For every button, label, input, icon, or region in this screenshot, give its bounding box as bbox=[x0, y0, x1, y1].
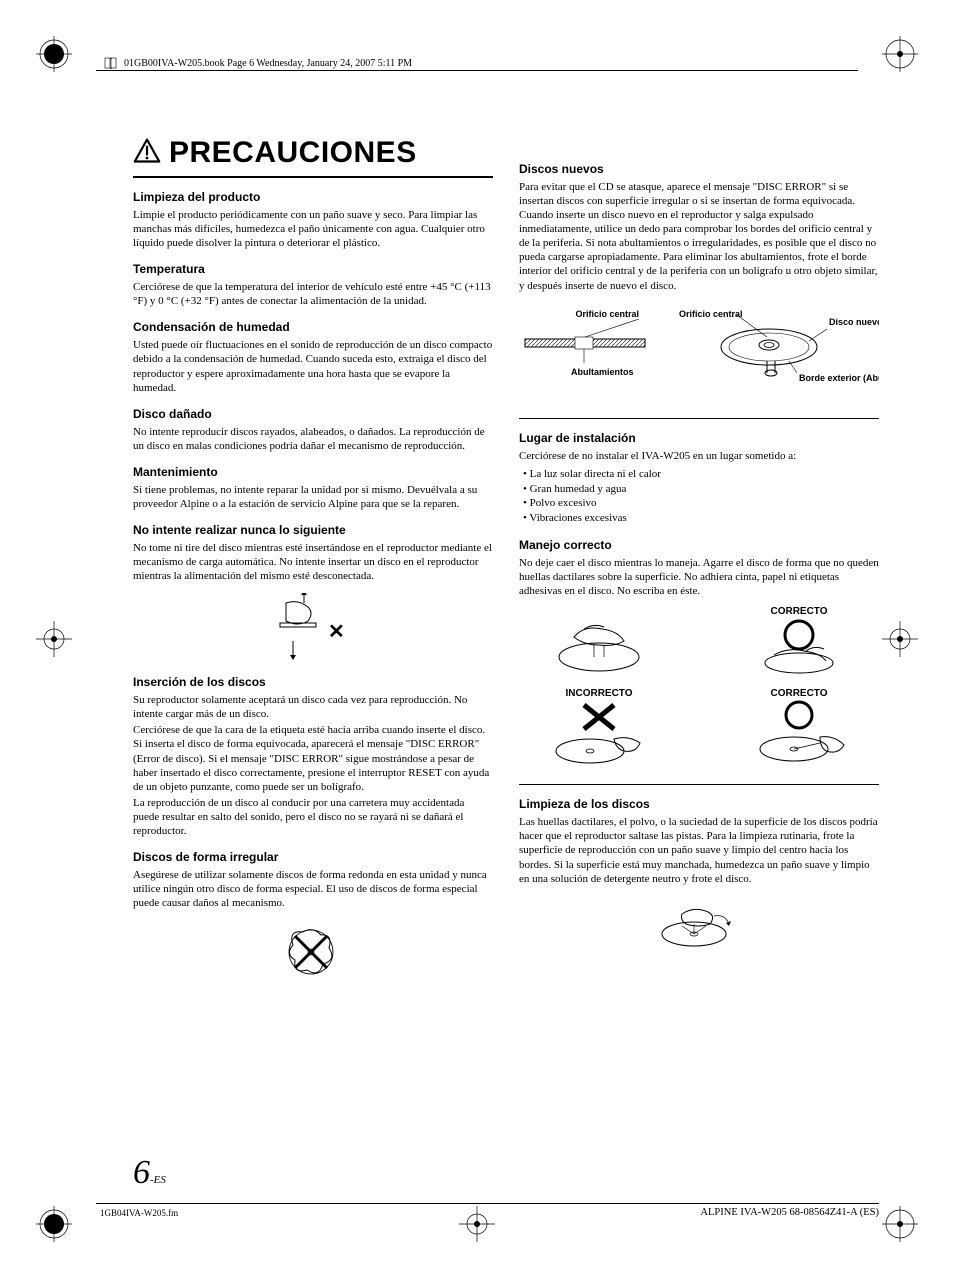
header-rule bbox=[96, 70, 858, 71]
regmark-icon bbox=[36, 36, 72, 72]
regmark-icon bbox=[459, 1206, 495, 1242]
right-column: Discos nuevos Para evitar que el CD se a… bbox=[519, 136, 879, 1168]
section-heading: No intente realizar nunca lo siguiente bbox=[133, 523, 493, 537]
footer-left: 1GB04IVA-W205.fm bbox=[100, 1208, 178, 1218]
caption: CORRECTO bbox=[719, 606, 879, 617]
section-heading: Lugar de instalación bbox=[519, 431, 879, 445]
section-heading: Discos nuevos bbox=[519, 162, 879, 176]
title-rule bbox=[133, 176, 493, 178]
section-body: No tome ni tire del disco mientras esté … bbox=[133, 541, 493, 583]
section-rule bbox=[519, 784, 879, 785]
section-heading: Disco dañado bbox=[133, 407, 493, 421]
svg-text:✕: ✕ bbox=[328, 621, 345, 643]
section-body: No deje caer el disco mientras lo maneja… bbox=[519, 556, 879, 598]
svg-text:Abultamientos: Abultamientos bbox=[571, 367, 634, 377]
section-heading: Mantenimiento bbox=[133, 465, 493, 479]
section-heading: Manejo correcto bbox=[519, 538, 879, 552]
section-body: Usted puede oír fluctuaciones en el soni… bbox=[133, 338, 493, 394]
handling-grid: CORRECTO INCORRECTO bbox=[519, 606, 879, 774]
warning-icon bbox=[133, 137, 161, 170]
list-item: La luz solar directa ni el calor bbox=[523, 467, 879, 482]
title-wrap: PRECAUCIONES bbox=[133, 136, 493, 170]
section-heading: Discos de forma irregular bbox=[133, 850, 493, 864]
cleaning-diagram bbox=[519, 896, 879, 956]
section-body: Limpie el producto periódicamente con un… bbox=[133, 208, 493, 250]
section-body: Cerciórese de que la temperatura del int… bbox=[133, 280, 493, 308]
caption: CORRECTO bbox=[719, 688, 879, 699]
regmark-icon bbox=[36, 1206, 72, 1242]
section-rule bbox=[519, 418, 879, 419]
new-disc-diagram: Orificio central Abultamientos Orificio … bbox=[519, 303, 879, 408]
regmark-icon bbox=[882, 36, 918, 72]
section-heading: Condensación de humedad bbox=[133, 320, 493, 334]
svg-text:Orificio central: Orificio central bbox=[575, 309, 639, 319]
install-list: La luz solar directa ni el calor Gran hu… bbox=[519, 467, 879, 526]
footer-right: ALPINE IVA-W205 68-08564Z41-A (ES) bbox=[700, 1207, 879, 1218]
circle-correct-icon bbox=[744, 699, 854, 769]
x-incorrect-icon bbox=[544, 699, 654, 769]
section-body: Cerciórese de no instalar el IVA-W205 en… bbox=[519, 449, 879, 463]
section-heading: Limpieza del producto bbox=[133, 190, 493, 204]
left-column: PRECAUCIONES Limpieza del producto Limpi… bbox=[133, 136, 493, 1168]
regmark-icon bbox=[882, 1206, 918, 1242]
section-body: Las huellas dactilares, el polvo, o la s… bbox=[519, 815, 879, 885]
section-body: Si tiene problemas, no intente reparar l… bbox=[133, 483, 493, 511]
page-number: 6-ES bbox=[133, 1154, 166, 1192]
caption: INCORRECTO bbox=[519, 688, 679, 699]
section-body: Asegúrese de utilizar solamente discos d… bbox=[133, 868, 493, 910]
list-item: Vibraciones excesivas bbox=[523, 511, 879, 526]
footer-rule bbox=[96, 1203, 879, 1204]
section-heading: Inserción de los discos bbox=[133, 675, 493, 689]
main-title: PRECAUCIONES bbox=[169, 136, 417, 170]
section-heading: Temperatura bbox=[133, 262, 493, 276]
pull-disc-diagram: ✕ bbox=[133, 593, 493, 663]
section-body: Su reproductor solamente aceptará un dis… bbox=[133, 693, 493, 838]
irregular-disc-diagram bbox=[133, 920, 493, 990]
circle-correct-icon bbox=[744, 617, 854, 677]
regmark-icon bbox=[882, 621, 918, 657]
section-body: Para evitar que el CD se atasque, aparec… bbox=[519, 180, 879, 293]
content: PRECAUCIONES Limpieza del producto Limpi… bbox=[133, 136, 879, 1168]
svg-text:Borde exterior (Abultamientos): Borde exterior (Abultamientos) bbox=[799, 373, 879, 383]
list-item: Gran humedad y agua bbox=[523, 482, 879, 497]
svg-text:Orificio central: Orificio central bbox=[679, 309, 743, 319]
book-icon bbox=[104, 56, 118, 70]
svg-text:Disco nuevo: Disco nuevo bbox=[829, 317, 879, 327]
hand-taping-icon bbox=[544, 617, 654, 677]
book-meta: 01GB00IVA-W205.book Page 6 Wednesday, Ja… bbox=[124, 58, 412, 69]
caption bbox=[519, 606, 679, 617]
regmark-icon bbox=[36, 621, 72, 657]
section-body: No intente reproducir discos rayados, al… bbox=[133, 425, 493, 453]
section-heading: Limpieza de los discos bbox=[519, 797, 879, 811]
list-item: Polvo excesivo bbox=[523, 496, 879, 511]
page: 01GB00IVA-W205.book Page 6 Wednesday, Ja… bbox=[0, 0, 954, 1278]
